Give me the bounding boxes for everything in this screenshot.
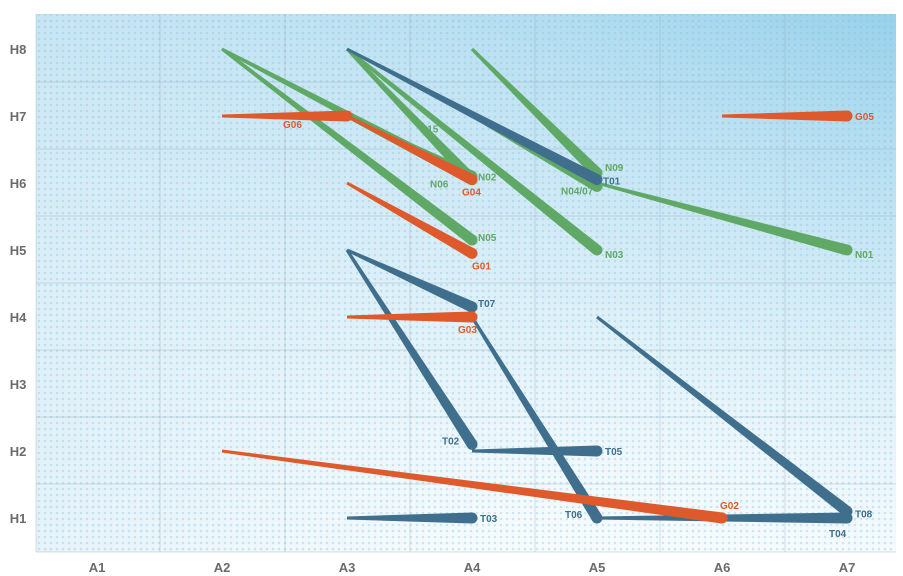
segment-t05: [472, 445, 597, 457]
segment-g04-end: [466, 174, 478, 186]
segment-g04: [346, 114, 475, 185]
segment-t08: [596, 315, 851, 516]
segment-label-t07: T07: [478, 299, 496, 310]
segment-n09: [470, 47, 601, 177]
segment-g03-end: [466, 311, 478, 323]
segment-t06: [470, 316, 602, 521]
segment-g01-end: [466, 247, 478, 259]
plot-background: [36, 14, 896, 552]
segment-label-t08: T08: [855, 509, 873, 520]
x-tick-label: A4: [464, 560, 481, 575]
segment-g05-end: [841, 110, 853, 122]
segment-label-g06: G06: [283, 120, 302, 131]
segment-g02-end: [716, 512, 728, 524]
segment-t08-end: [841, 505, 853, 517]
segment-g01: [346, 181, 475, 259]
chart-marks: N05 N06 N15 N02 N03 N04/07 N09 N01 T01 T07 T02 T05 T…: [221, 47, 874, 540]
x-tick-label: A2: [214, 560, 231, 575]
segment-t02-end: [466, 438, 478, 450]
segment-label-n06: N06: [430, 180, 449, 191]
segment-label-n09: N09: [605, 163, 624, 174]
segment-n01: [596, 181, 849, 256]
segment-n05: [221, 47, 476, 245]
segment-label-n02: N02: [478, 173, 497, 184]
segment-t07-end: [466, 301, 478, 313]
segment-n05-end: [466, 234, 478, 246]
y-tick-label: H4: [10, 310, 27, 325]
segment-label-n05: N05: [478, 233, 497, 244]
segment-label-t06: T06: [565, 510, 583, 521]
segment-label-t03: T03: [480, 514, 498, 525]
segment-g02: [221, 449, 723, 524]
y-tick-label: H3: [10, 377, 27, 392]
segment-label-g05: G05: [855, 112, 874, 123]
segment-n03-end: [591, 244, 603, 256]
segment-label-g04: G04: [462, 188, 481, 199]
segment-t03-end: [466, 512, 478, 524]
x-tick-label: A7: [839, 560, 856, 575]
segment-t02: [345, 249, 477, 448]
y-tick-label: H7: [10, 109, 27, 124]
segment-n02: [345, 48, 476, 184]
y-tick-label: H1: [10, 511, 27, 526]
segment-t01-end: [591, 174, 603, 186]
x-tick-label: A5: [589, 560, 606, 575]
plot-area-dots: [36, 14, 896, 552]
segment-n01-end: [841, 244, 853, 256]
segment-label-g01: G01: [472, 261, 491, 272]
x-tick-label: A1: [89, 560, 106, 575]
segment-label-n15: N15: [420, 124, 439, 135]
segment-g05: [722, 110, 847, 122]
segment-label-t05: T05: [605, 447, 623, 458]
segment-t01: [346, 47, 600, 185]
segment-label-n01: N01: [855, 250, 874, 261]
segment-t05-end: [591, 445, 603, 457]
segment-label-t01: T01: [603, 177, 621, 188]
x-tick-label: A3: [339, 560, 356, 575]
y-tick-label: H2: [10, 444, 27, 459]
y-tick-label: H5: [10, 243, 27, 258]
x-tick-label: A6: [714, 560, 731, 575]
y-tick-label: H8: [10, 42, 27, 57]
segment-label-n03: N03: [605, 250, 624, 261]
segment-g06: [222, 110, 347, 122]
segment-g03: [347, 311, 472, 323]
segment-label-n04-07: N04/07: [561, 186, 594, 197]
segment-label-t02: T02: [442, 436, 460, 447]
segment-label-t04: T04: [829, 529, 847, 540]
segment-t07: [346, 248, 475, 312]
y-tick-label: H6: [10, 176, 27, 191]
segment-label-g03: G03: [458, 325, 477, 336]
segment-n03: [346, 47, 601, 255]
segment-t03: [347, 512, 472, 524]
segment-label-g02: G02: [720, 501, 739, 512]
axis-ticks: A1 A2 A3 A4 A5 A6 A7 H1 H2 H3 H4 H5 H6 H7 H8: [10, 42, 856, 575]
